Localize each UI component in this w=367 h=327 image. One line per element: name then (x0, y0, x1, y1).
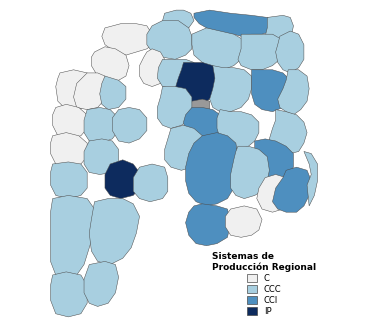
Polygon shape (100, 76, 126, 110)
Polygon shape (210, 66, 251, 112)
Polygon shape (51, 133, 87, 167)
Polygon shape (278, 70, 309, 115)
Legend: C, CCC, CCI, IP: C, CCC, CCI, IP (208, 248, 321, 320)
Polygon shape (112, 108, 147, 143)
Polygon shape (184, 108, 223, 143)
Polygon shape (276, 31, 304, 73)
Polygon shape (251, 70, 294, 112)
Polygon shape (194, 10, 276, 36)
Polygon shape (238, 34, 283, 70)
Polygon shape (163, 10, 194, 31)
Polygon shape (89, 198, 139, 265)
Polygon shape (257, 175, 290, 212)
Polygon shape (56, 70, 94, 110)
Polygon shape (217, 110, 259, 149)
Polygon shape (105, 160, 139, 198)
Polygon shape (192, 28, 244, 70)
Polygon shape (84, 108, 119, 143)
Polygon shape (51, 196, 94, 279)
Polygon shape (230, 146, 269, 198)
Polygon shape (51, 272, 87, 317)
Polygon shape (157, 59, 196, 89)
Polygon shape (52, 104, 87, 139)
Polygon shape (269, 110, 307, 154)
Polygon shape (84, 261, 119, 306)
Polygon shape (175, 62, 217, 108)
Polygon shape (51, 162, 87, 198)
Polygon shape (304, 151, 317, 206)
Polygon shape (147, 21, 192, 59)
Polygon shape (102, 24, 152, 55)
Polygon shape (189, 99, 210, 115)
Polygon shape (91, 47, 129, 80)
Polygon shape (157, 87, 192, 129)
Polygon shape (265, 15, 294, 47)
Polygon shape (165, 125, 202, 170)
Polygon shape (186, 204, 230, 246)
Polygon shape (73, 73, 108, 110)
Polygon shape (273, 167, 311, 212)
Polygon shape (133, 164, 168, 202)
Polygon shape (139, 49, 165, 87)
Polygon shape (225, 206, 262, 237)
Polygon shape (84, 139, 119, 175)
Polygon shape (186, 133, 238, 206)
Polygon shape (255, 139, 294, 181)
